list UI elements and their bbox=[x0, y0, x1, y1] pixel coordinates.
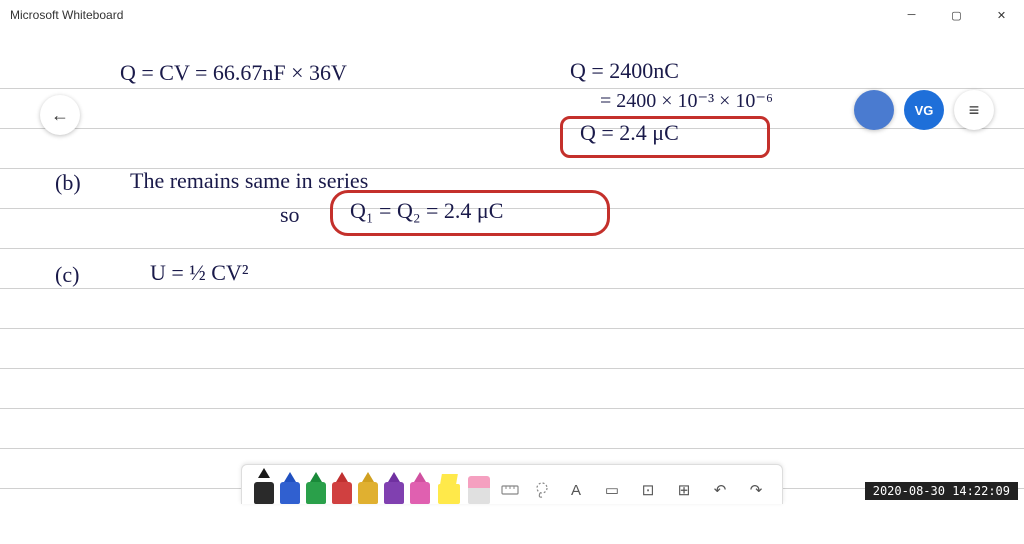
pen-pink[interactable] bbox=[410, 472, 430, 504]
equation-energy: U = ½ CV² bbox=[150, 260, 248, 286]
add-tool[interactable]: ⊞ bbox=[670, 476, 698, 504]
redo-button[interactable]: ↷ bbox=[742, 476, 770, 504]
equation-answer-a: Q = 2.4 μC bbox=[580, 120, 679, 146]
maximize-button[interactable]: ▢ bbox=[934, 0, 979, 30]
equation-q-cv: Q = CV = 66.67nF × 36V bbox=[120, 60, 347, 86]
pen-green[interactable] bbox=[306, 472, 326, 504]
app-title: Microsoft Whiteboard bbox=[10, 8, 123, 22]
highlighter-tool[interactable] bbox=[438, 474, 460, 504]
eraser-tool[interactable] bbox=[468, 476, 490, 504]
pen-yellow[interactable] bbox=[358, 472, 378, 504]
part-b-label: (b) bbox=[55, 170, 81, 196]
whiteboard-canvas[interactable]: Q = CV = 66.67nF × 36V Q = 2400nC = 2400… bbox=[0, 30, 1024, 504]
equation-conversion: = 2400 × 10⁻³ × 10⁻⁶ bbox=[600, 88, 773, 113]
note-tool[interactable]: ▭ bbox=[598, 476, 626, 504]
toolbar: A ▭ ⊡ ⊞ ↶ ↷ bbox=[241, 464, 783, 504]
close-button[interactable]: ✕ bbox=[979, 0, 1024, 30]
text-tool[interactable]: A bbox=[562, 476, 590, 504]
lasso-tool[interactable] bbox=[530, 476, 554, 504]
image-tool[interactable]: ⊡ bbox=[634, 476, 662, 504]
pen-red[interactable] bbox=[332, 472, 352, 504]
equation-q-2400nc: Q = 2400nC bbox=[570, 58, 679, 84]
part-b-text: The remains same in series bbox=[130, 168, 368, 194]
part-b-so: so bbox=[280, 202, 300, 228]
equation-answer-b: Q₁ = Q₂ = 2.4 μC bbox=[350, 198, 503, 224]
pen-black[interactable] bbox=[254, 468, 274, 504]
ruler-tool[interactable] bbox=[498, 476, 522, 504]
undo-button[interactable]: ↶ bbox=[706, 476, 734, 504]
minimize-button[interactable]: ─ bbox=[889, 0, 934, 30]
pen-purple[interactable] bbox=[384, 472, 404, 504]
pen-blue[interactable] bbox=[280, 472, 300, 504]
part-c-label: (c) bbox=[55, 262, 79, 288]
timestamp: 2020-08-30 14:22:09 bbox=[865, 482, 1018, 500]
